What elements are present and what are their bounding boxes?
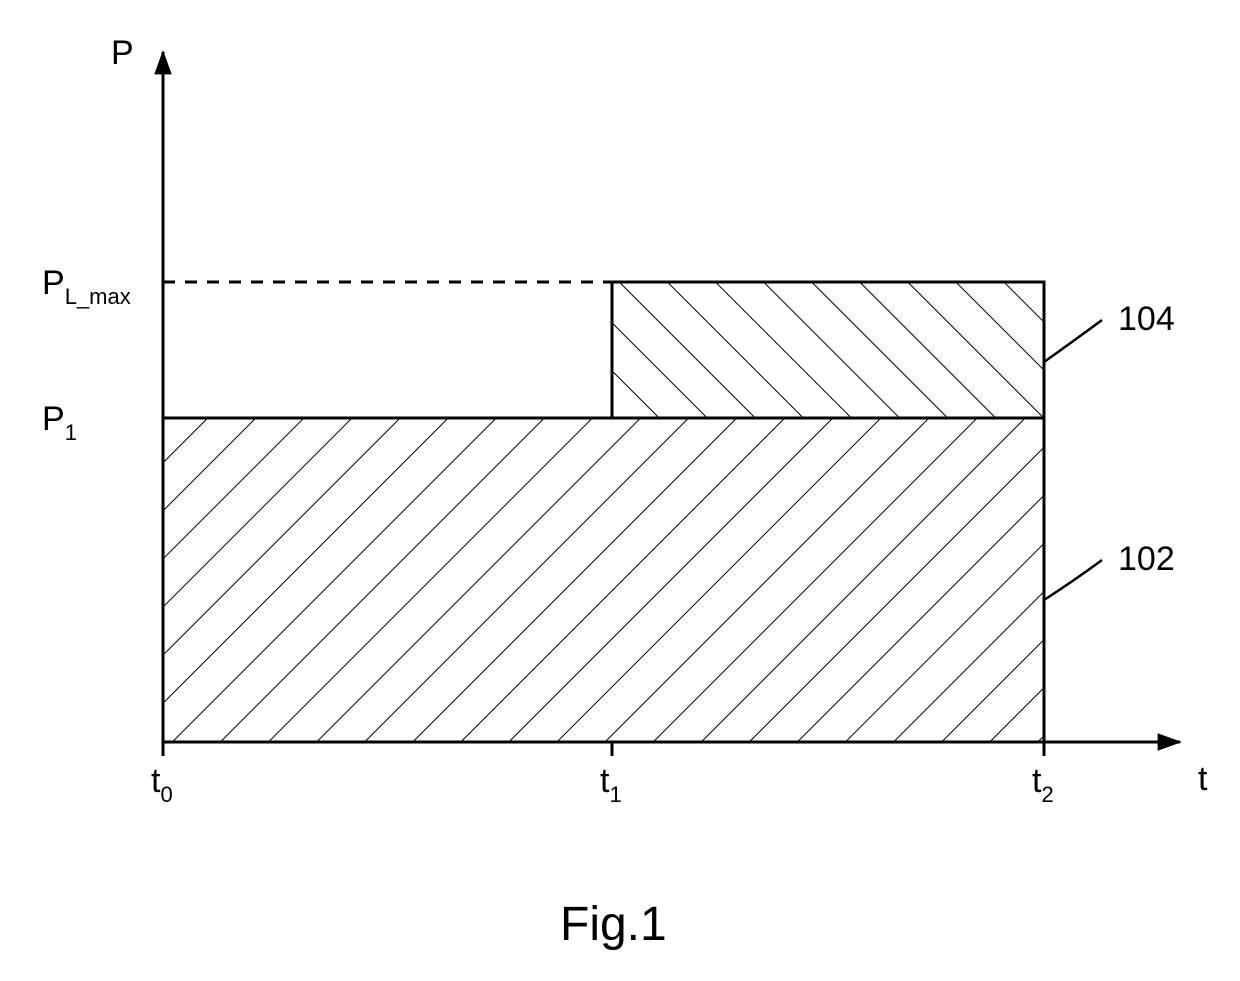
region-102 [163, 418, 1044, 742]
figure-svg: Pt P1 PL_max t0 t1 t2 104 102 Fig.1 [0, 0, 1240, 981]
y-tick-label-P1: P1 [42, 400, 77, 445]
callout-leader-102 [1044, 560, 1102, 600]
x-tick-label-t0: t0 [151, 762, 173, 807]
callout-leader-104 [1044, 320, 1102, 362]
figure-caption: Fig.1 [560, 898, 667, 951]
x-tick-label-t1: t1 [600, 762, 622, 807]
callout-text-104: 104 [1118, 300, 1175, 338]
y-axis-arrow [154, 50, 172, 74]
y-axis-label: P [111, 34, 134, 72]
callout-text-102: 102 [1118, 540, 1175, 578]
figure-container: Pt P1 PL_max t0 t1 t2 104 102 Fig.1 [0, 0, 1240, 981]
x-tick-label-t2: t2 [1032, 762, 1054, 807]
y-tick-label-PLmax: PL_max [42, 264, 131, 309]
region-104 [612, 282, 1044, 418]
x-axis-arrow [1158, 733, 1182, 751]
x-axis-label: t [1198, 760, 1208, 798]
